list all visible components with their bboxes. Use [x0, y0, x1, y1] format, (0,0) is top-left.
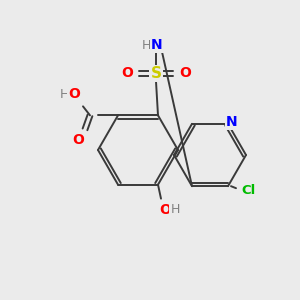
Text: O: O [68, 87, 80, 101]
Text: H: H [141, 39, 151, 52]
Text: N: N [226, 115, 238, 129]
Text: O: O [121, 66, 133, 80]
Text: O: O [72, 134, 84, 147]
Text: O: O [159, 202, 171, 217]
Text: S: S [151, 66, 161, 81]
Text: N: N [151, 38, 163, 52]
Text: Cl: Cl [242, 184, 256, 197]
Text: O: O [179, 66, 191, 80]
Text: H: H [59, 88, 69, 101]
Text: H: H [170, 203, 180, 216]
